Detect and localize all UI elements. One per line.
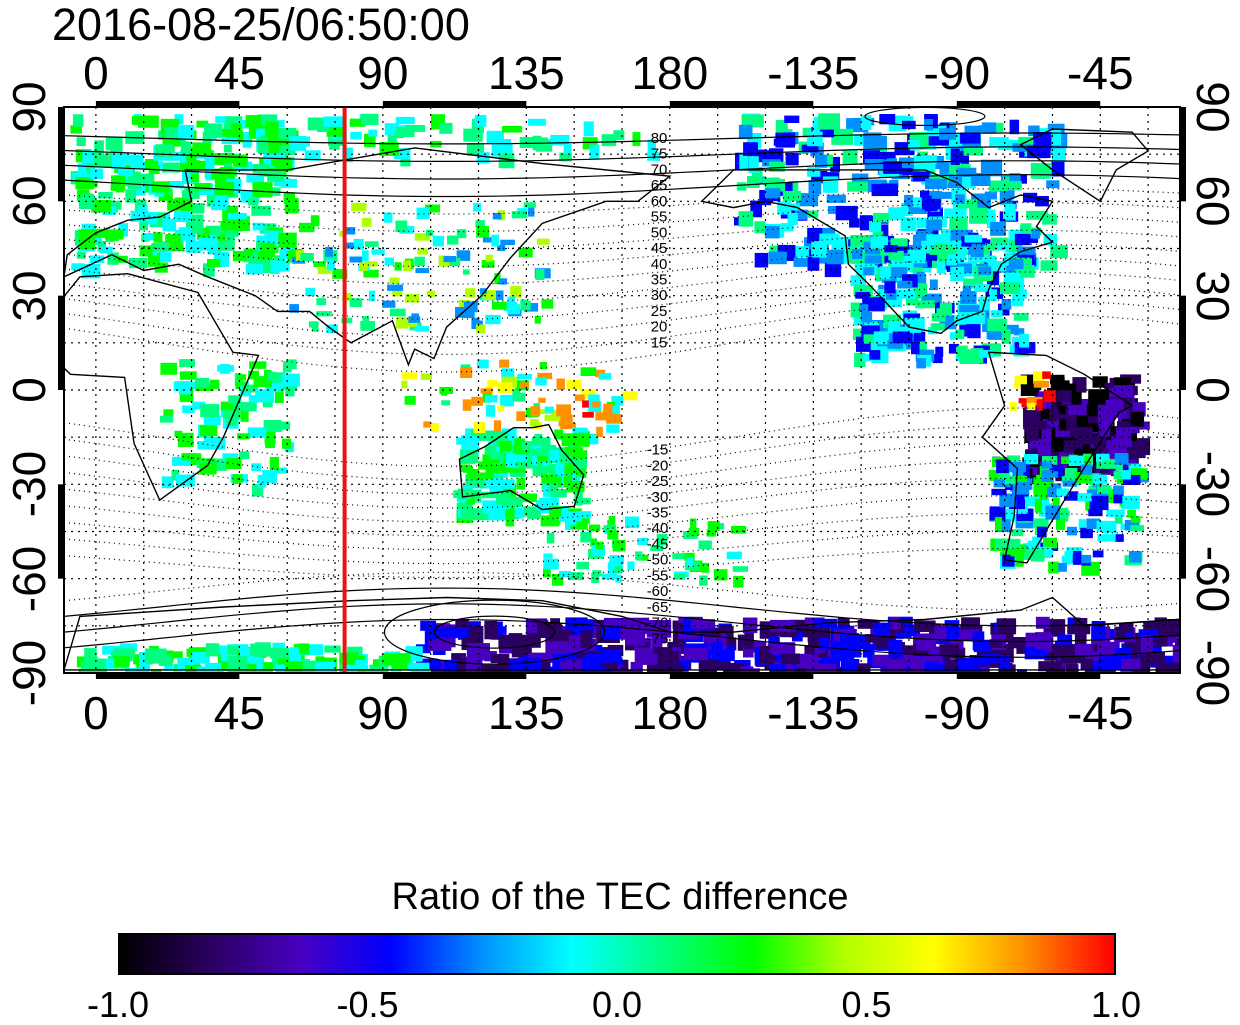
- colorbar: [118, 933, 1116, 975]
- contour-label: -65: [647, 599, 669, 616]
- colorbar-tick-label: 1.0: [1090, 984, 1142, 1025]
- contour-label: -45: [647, 536, 669, 553]
- bottom-lon-tick-label: -135: [767, 687, 860, 739]
- right-lat-tick-label: 0: [1187, 377, 1239, 403]
- contour-label: -40: [647, 520, 669, 537]
- contour-label: 75: [651, 146, 668, 163]
- contour-label: -50: [647, 552, 669, 569]
- contour-label: 35: [651, 272, 668, 289]
- map-title: 2016-08-25/06:50:00: [52, 0, 470, 50]
- colorbar-title: Ratio of the TEC difference: [391, 876, 849, 918]
- contour-label: 65: [651, 177, 668, 194]
- colorbar-tick-label: -1.0: [86, 984, 150, 1025]
- top-lon-tick-label: 180: [631, 47, 709, 99]
- top-lon-tick-label: 0: [83, 47, 109, 99]
- bottom-lon-tick-label: -45: [1067, 687, 1134, 739]
- top-lon-tick-label: 90: [357, 47, 409, 99]
- contour-label: 25: [651, 303, 668, 320]
- left-lat-tick-label: 90: [3, 81, 55, 133]
- contour-label: -20: [647, 457, 669, 474]
- contour-label: 15: [651, 334, 668, 351]
- right-lat-tick-label: -30: [1187, 451, 1239, 518]
- bottom-lon-tick-label: 45: [213, 687, 265, 739]
- map-frame: [63, 106, 1181, 674]
- contour-label: -15: [647, 442, 669, 459]
- colorbar-tick-label: 0.0: [591, 984, 643, 1025]
- colorbar-tick-label: -0.5: [336, 984, 399, 1025]
- contour-label: -25: [647, 473, 669, 490]
- contour-label: 60: [651, 193, 668, 210]
- contour-label: 80: [651, 130, 668, 147]
- top-lon-tick-label: -135: [767, 47, 860, 99]
- right-lat-tick-label: -60: [1187, 545, 1239, 612]
- top-lon-tick-label: 45: [213, 47, 265, 99]
- left-lat-tick-label: -30: [3, 451, 55, 518]
- contour-label: 20: [651, 319, 668, 336]
- bottom-lon-tick-label: 180: [631, 687, 709, 739]
- contour-label: 30: [651, 287, 668, 304]
- top-lon-tick-label: 135: [487, 47, 565, 99]
- right-lat-tick-label: 90: [1187, 81, 1239, 133]
- contour-label: -55: [647, 567, 669, 584]
- contour-label: -35: [647, 504, 669, 521]
- right-lat-tick-label: 60: [1187, 175, 1239, 227]
- bottom-lon-tick-label: 0: [83, 687, 109, 739]
- contour-label: -70: [647, 615, 669, 632]
- right-lat-tick-label: -90: [1187, 639, 1239, 707]
- left-lat-tick-label: -60: [3, 545, 55, 612]
- bottom-lon-tick-label: 135: [487, 687, 565, 739]
- top-lon-tick-label: -45: [1067, 47, 1134, 99]
- bottom-lon-tick-label: 90: [357, 687, 409, 739]
- colorbar-tick-label: 0.5: [841, 984, 892, 1025]
- contour-label: -75: [647, 630, 669, 647]
- contour-label: 45: [651, 240, 668, 257]
- contour-label: 40: [651, 256, 668, 273]
- contour-label: 55: [651, 209, 668, 226]
- left-lat-tick-label: 60: [3, 175, 55, 227]
- contour-label: 50: [651, 224, 668, 241]
- right-lat-tick-label: 30: [1187, 270, 1239, 322]
- contour-label: -60: [647, 583, 669, 600]
- left-lat-tick-label: -90: [3, 639, 55, 707]
- contour-label: -30: [647, 489, 669, 506]
- contour-label: 70: [651, 161, 668, 178]
- bottom-lon-tick-label: -90: [923, 687, 991, 739]
- left-lat-tick-label: 0: [3, 377, 55, 403]
- left-lat-tick-label: 30: [3, 270, 55, 322]
- top-lon-tick-label: -90: [923, 47, 991, 99]
